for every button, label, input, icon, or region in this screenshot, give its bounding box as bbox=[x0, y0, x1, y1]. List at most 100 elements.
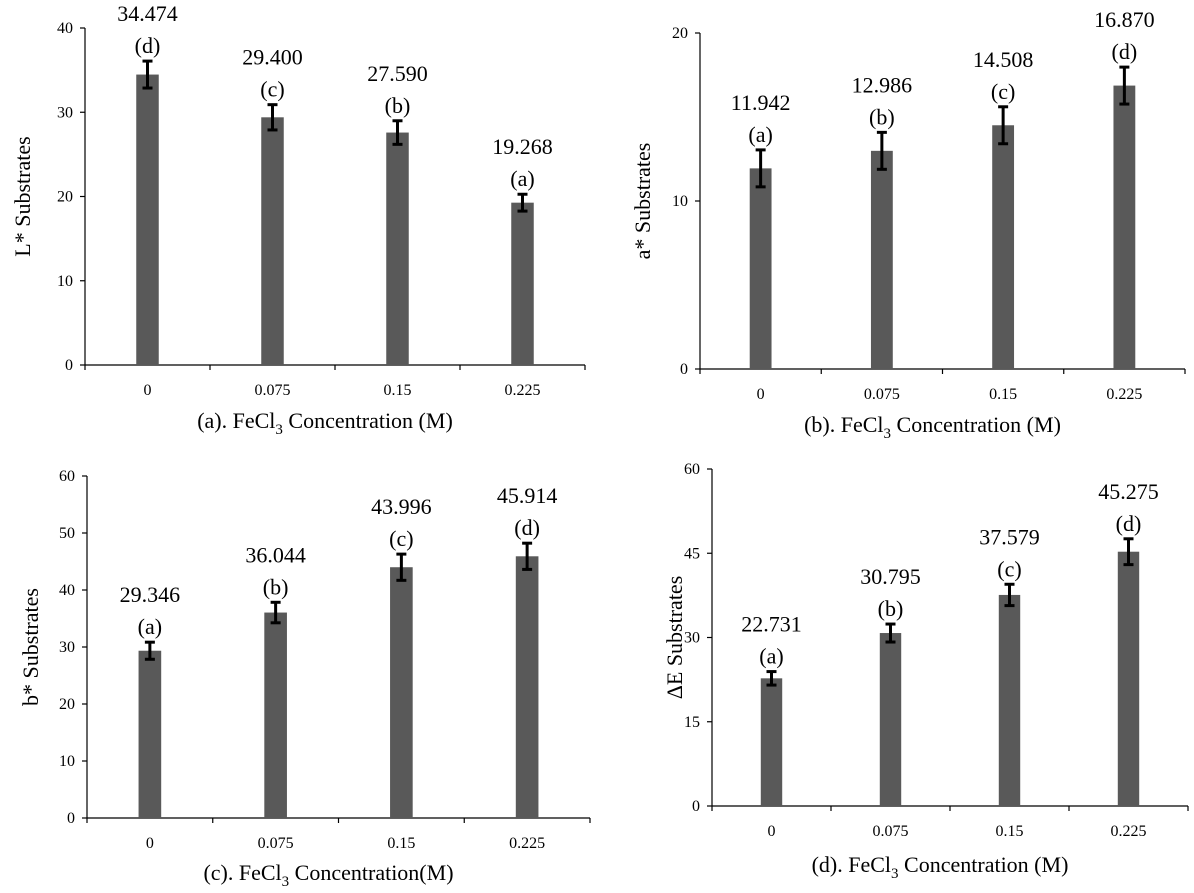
y-tick-label: 60 bbox=[684, 461, 700, 478]
x-tick-label: 0.15 bbox=[989, 386, 1017, 403]
x-axis-label: (b). FeCl3 Concentration (M) bbox=[804, 412, 1061, 442]
bar-0 bbox=[136, 74, 159, 365]
x-tick-label: 0.15 bbox=[387, 835, 415, 852]
x-axis-label: (a). FeCl3 Concentration (M) bbox=[197, 408, 453, 438]
bar-0.075 bbox=[261, 117, 284, 366]
y-tick-label: 0 bbox=[65, 357, 73, 374]
group-label: (d) bbox=[514, 515, 540, 540]
x-tick-label: 0.075 bbox=[873, 823, 909, 840]
y-tick-label: 60 bbox=[59, 468, 75, 485]
value-label: 14.508 bbox=[973, 47, 1034, 72]
x-tick-label: 0.075 bbox=[864, 386, 900, 403]
y-tick-label: 50 bbox=[59, 525, 75, 542]
bar-0 bbox=[760, 678, 783, 806]
value-label: 43.996 bbox=[371, 494, 432, 519]
x-axis-label-subscript: 3 bbox=[282, 874, 290, 890]
x-axis-label-post: Concentration(M) bbox=[289, 860, 453, 885]
value-label: 45.914 bbox=[497, 483, 558, 508]
group-label: (a) bbox=[748, 122, 772, 147]
x-axis-label-subscript: 3 bbox=[884, 426, 892, 442]
x-axis-label-pre: (c). FeCl bbox=[203, 860, 281, 885]
value-label: 16.870 bbox=[1094, 7, 1155, 32]
group-label: (c) bbox=[260, 77, 284, 102]
y-tick-label: 10 bbox=[59, 753, 75, 770]
x-axis-label: (d). FeCl3 Concentration (M) bbox=[812, 852, 1069, 882]
bar-0.225 bbox=[1113, 85, 1136, 370]
x-tick-label: 0.225 bbox=[505, 382, 541, 399]
value-label: 34.474 bbox=[117, 1, 178, 26]
y-axis-label: b* Substrates bbox=[18, 588, 43, 706]
y-axis-label: L* Substrates bbox=[10, 136, 35, 256]
value-label: 11.942 bbox=[731, 90, 791, 115]
bar-0 bbox=[749, 168, 772, 369]
x-tick-label: 0 bbox=[146, 835, 154, 852]
panel-d-deltae: 0 15 30 45 60 (a) 22.731 0 (b) 30.795 0.075 (c) 37.5… bbox=[662, 461, 1189, 882]
x-tick-label: 0.075 bbox=[255, 382, 291, 399]
group-label: (d) bbox=[135, 33, 161, 58]
y-tick-label: 40 bbox=[59, 582, 75, 599]
x-axis-label: (c). FeCl3 Concentration(M) bbox=[203, 860, 453, 890]
x-tick-label: 0 bbox=[768, 823, 776, 840]
x-axis-label-subscript: 3 bbox=[891, 866, 899, 882]
bar-0.225 bbox=[515, 556, 539, 818]
value-label: 12.986 bbox=[852, 72, 913, 97]
y-tick-label: 10 bbox=[57, 273, 73, 290]
bar-0.15 bbox=[992, 125, 1015, 370]
y-axis-label: ΔE Substrates bbox=[662, 576, 687, 700]
y-tick-label: 15 bbox=[684, 714, 700, 731]
y-tick-label: 40 bbox=[57, 20, 73, 37]
panel-c-bstar: 0 10 20 30 40 50 60 (a) 29.346 0 (b) 36.044 0.075 (c)… bbox=[18, 468, 591, 890]
y-tick-label: 10 bbox=[672, 193, 688, 210]
group-label: (c) bbox=[997, 556, 1021, 581]
x-axis-label-post: Concentration (M) bbox=[283, 408, 453, 433]
x-axis-label-pre: (a). FeCl bbox=[197, 408, 275, 433]
y-tick-label: 45 bbox=[684, 545, 700, 562]
x-tick-label: 0 bbox=[757, 386, 765, 403]
bar-0.225 bbox=[511, 202, 534, 365]
group-label: (b) bbox=[263, 574, 289, 599]
value-label: 22.731 bbox=[741, 612, 802, 637]
y-tick-label: 0 bbox=[680, 361, 688, 378]
x-tick-label: 0 bbox=[144, 382, 152, 399]
value-label: 45.275 bbox=[1098, 479, 1159, 504]
group-label: (d) bbox=[1112, 39, 1138, 64]
bar-0 bbox=[138, 650, 162, 818]
x-tick-label: 0.15 bbox=[384, 382, 412, 399]
group-label: (d) bbox=[1116, 511, 1142, 536]
group-label: (c) bbox=[389, 526, 413, 551]
value-label: 19.268 bbox=[492, 134, 553, 159]
value-label: 29.400 bbox=[242, 45, 303, 70]
bar-0.075 bbox=[879, 633, 902, 806]
x-axis-label-pre: (b). FeCl bbox=[804, 412, 883, 437]
y-tick-label: 30 bbox=[59, 639, 75, 656]
panel-b-astar: 0 10 20 (a) 11.942 0 (b) 12.986 0.075 (c) 14.508 0.… bbox=[630, 7, 1186, 442]
value-label: 30.795 bbox=[860, 564, 921, 589]
y-axis-label: a* Substrates bbox=[630, 143, 655, 260]
bar-0.15 bbox=[998, 594, 1021, 806]
x-tick-label: 0.225 bbox=[509, 835, 545, 852]
group-label: (a) bbox=[759, 644, 783, 669]
y-tick-label: 20 bbox=[59, 696, 75, 713]
group-label: (b) bbox=[869, 104, 895, 129]
bar-0.075 bbox=[264, 612, 287, 818]
x-tick-label: 0.075 bbox=[258, 835, 294, 852]
y-tick-label: 0 bbox=[67, 810, 75, 827]
y-tick-label: 20 bbox=[57, 189, 73, 206]
x-axis-label-post: Concentration (M) bbox=[891, 412, 1061, 437]
y-tick-label: 30 bbox=[684, 630, 700, 647]
bar-0.15 bbox=[386, 132, 409, 365]
y-tick-label: 30 bbox=[57, 104, 73, 121]
group-label: (b) bbox=[878, 596, 904, 621]
x-tick-label: 0.15 bbox=[996, 823, 1024, 840]
x-axis-label-post: Concentration (M) bbox=[899, 852, 1069, 877]
panel-a-lstar: 0 10 20 30 40 (d) 34.474 0 (c) 29.400 0.075 (b) 27.5… bbox=[10, 1, 586, 438]
group-label: (a) bbox=[138, 614, 162, 639]
x-tick-label: 0.225 bbox=[1111, 823, 1147, 840]
x-axis-label-pre: (d). FeCl bbox=[812, 852, 891, 877]
value-label: 29.346 bbox=[120, 582, 181, 607]
bar-0.075 bbox=[870, 150, 893, 369]
value-label: 36.044 bbox=[245, 542, 306, 567]
group-label: (c) bbox=[991, 79, 1015, 104]
